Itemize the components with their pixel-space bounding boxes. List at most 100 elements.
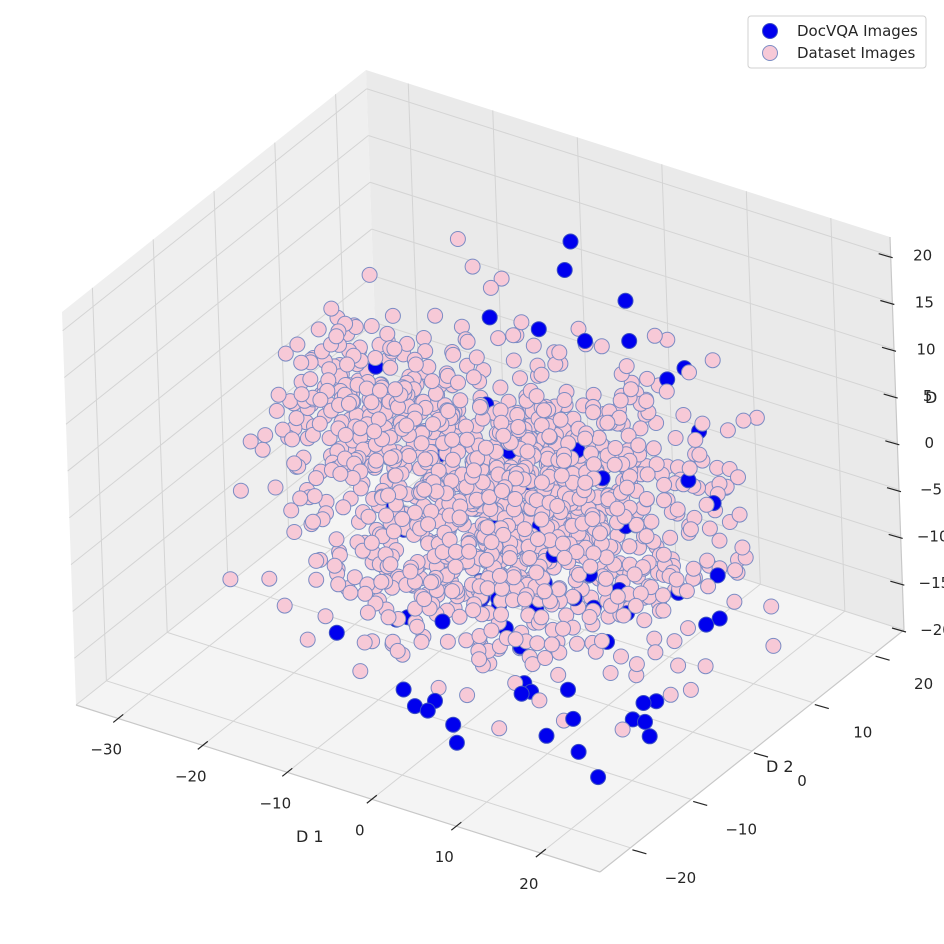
dataset-point <box>529 635 546 652</box>
dataset-point <box>472 399 488 415</box>
dataset-point <box>569 635 585 652</box>
x-tick-label: −10 <box>259 794 291 812</box>
dataset-point <box>306 488 323 505</box>
z-tick-label: −20 <box>920 621 944 639</box>
dataset-point <box>570 320 587 337</box>
dataset-point <box>581 609 598 625</box>
dataset-point <box>367 350 384 366</box>
dataset-point <box>620 427 637 444</box>
dataset-point <box>701 520 718 537</box>
dataset-point <box>614 721 631 738</box>
dataset-point <box>491 567 508 584</box>
dataset-point <box>519 443 536 460</box>
dataset-point <box>494 483 510 499</box>
dataset-point <box>293 386 310 403</box>
dataset-point <box>382 359 399 376</box>
docvqa-point <box>530 321 547 338</box>
dataset-point <box>655 602 672 619</box>
dataset-point <box>409 618 426 635</box>
dataset-point <box>382 450 399 466</box>
dataset-point <box>656 476 673 493</box>
dataset-point <box>385 523 402 540</box>
dataset-point <box>308 571 325 588</box>
dataset-point <box>458 632 475 649</box>
dataset-point <box>451 509 468 526</box>
dataset-point <box>323 300 340 317</box>
docvqa-point <box>395 681 412 698</box>
dataset-point <box>277 345 294 362</box>
dataset-point <box>283 502 300 519</box>
dataset-point <box>417 451 434 468</box>
dataset-point <box>483 622 500 639</box>
dataset-point <box>452 392 469 409</box>
dataset-point <box>232 482 249 499</box>
dataset-point <box>698 496 715 513</box>
dataset-point <box>356 634 373 651</box>
axis-lines <box>75 236 905 873</box>
dataset-point <box>352 420 369 437</box>
z-tick-mark <box>878 253 893 259</box>
dataset-point <box>373 573 390 590</box>
dataset-point <box>357 585 374 602</box>
dataset-point <box>387 381 404 398</box>
dataset-point <box>681 460 698 477</box>
dataset-point <box>386 340 403 357</box>
legend-frame <box>747 15 927 69</box>
z-tick-mark <box>885 440 900 446</box>
dataset-point <box>406 504 423 521</box>
x-axis-label: D 1 <box>296 827 324 846</box>
docvqa-point <box>419 702 436 719</box>
dataset-point <box>505 352 522 369</box>
dataset-point <box>585 545 602 562</box>
x-tick-mark <box>450 821 462 831</box>
data-points <box>222 231 782 786</box>
x-tick-label: 20 <box>519 875 538 893</box>
dataset-point <box>607 440 624 456</box>
dataset-point <box>612 392 629 409</box>
dataset-point <box>289 336 306 353</box>
z-tick-label: −10 <box>917 527 944 545</box>
grid-y-floor <box>106 680 631 849</box>
dataset-point <box>352 480 369 497</box>
dataset-point <box>748 409 765 426</box>
dataset-point <box>361 266 378 283</box>
dataset-point <box>276 597 293 614</box>
dataset-point <box>628 656 645 673</box>
z-axis-line <box>889 236 905 631</box>
dataset-point <box>501 550 518 567</box>
dataset-point <box>615 607 632 624</box>
docvqa-point <box>565 710 582 727</box>
z-tick-mark <box>891 627 907 633</box>
dataset-point <box>288 410 305 427</box>
docvqa-point <box>641 728 658 745</box>
dataset-point <box>727 562 744 579</box>
dataset-point <box>384 307 401 324</box>
dataset-point <box>368 452 385 469</box>
dataset-point <box>682 521 699 538</box>
legend-label-dataset: Dataset Images <box>797 44 915 62</box>
dataset-point <box>656 492 672 509</box>
dataset-point <box>645 440 662 457</box>
dataset-point <box>445 346 462 363</box>
dataset-point <box>493 414 510 431</box>
x-tick-mark <box>197 740 209 750</box>
dataset-point <box>505 327 522 344</box>
z-tick-label: 5 <box>923 387 933 405</box>
dataset-point <box>628 516 645 533</box>
dataset-point <box>697 658 714 675</box>
dataset-point <box>402 563 419 580</box>
x-tick-label: −30 <box>90 740 122 758</box>
y-axis-label: D 2 <box>766 757 794 776</box>
dataset-point <box>687 431 704 448</box>
dataset-point <box>655 546 672 563</box>
dataset-point <box>513 314 530 331</box>
docvqa-point <box>538 727 555 744</box>
x-tick-mark <box>112 713 124 723</box>
legend-marker-docvqa <box>762 23 778 39</box>
dataset-point <box>731 506 748 523</box>
z-tick-label: 20 <box>913 247 932 265</box>
dataset-point <box>447 558 464 575</box>
dataset-point <box>630 437 647 454</box>
dataset-point <box>655 587 671 604</box>
